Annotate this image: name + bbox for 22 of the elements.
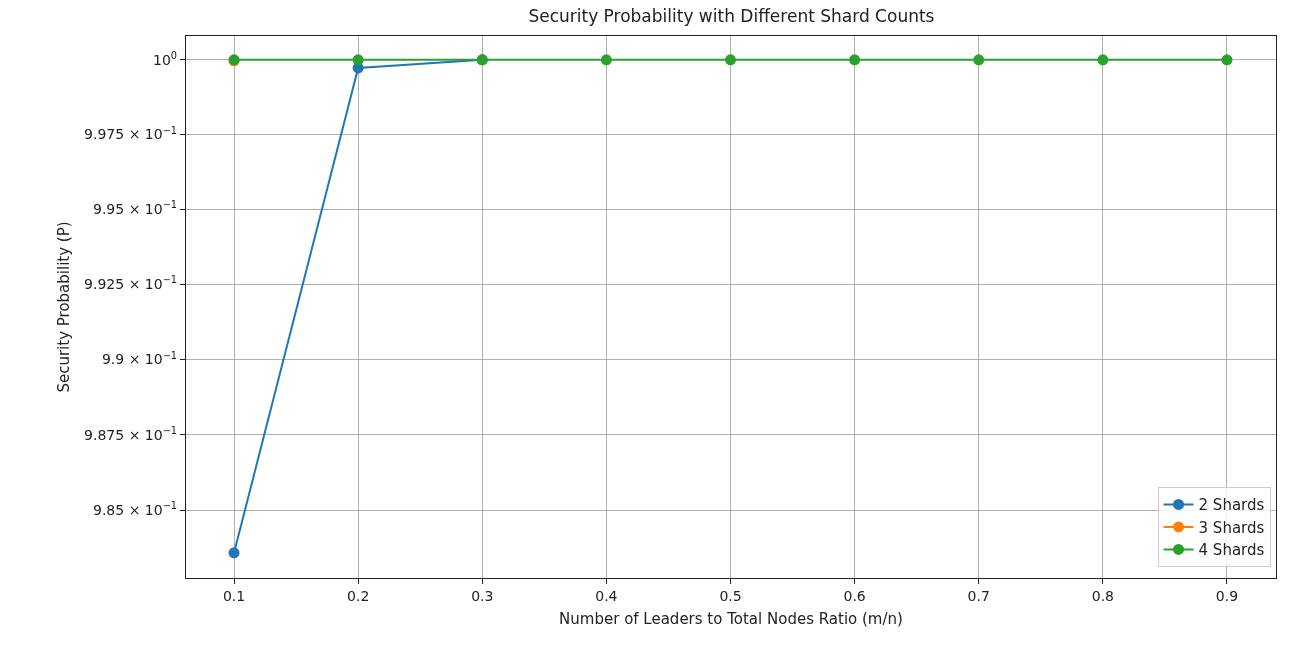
x-tick-label: 0.5 (719, 587, 742, 604)
x-tick-label: 0.9 (1215, 587, 1239, 604)
y-tick-label: 9.85 × 10$^{−1}$ (93, 500, 178, 519)
chart-title: Security Probability with Different Shard Counts (528, 6, 935, 27)
x-tick-label: 0.2 (347, 587, 370, 604)
y-axis-title: Security Probability (P) (55, 221, 74, 393)
y-tick-label: 9.975 × 10$^{−1}$ (84, 124, 178, 143)
x-tick-label: 0.7 (967, 587, 990, 604)
x-tick-label: 0.4 (595, 587, 618, 604)
x-tick-label: 0.8 (1091, 587, 1114, 604)
legend-label: 4 Shards (1198, 541, 1265, 560)
x-tick-label: 0.3 (471, 587, 494, 604)
y-tick-label: 9.95 × 10$^{−1}$ (93, 199, 178, 218)
y-tick-label: 10$^{0}$ (153, 49, 178, 68)
x-tick-label: 0.1 (222, 587, 246, 604)
y-tick-label: 9.925 × 10$^{−1}$ (84, 274, 178, 293)
x-axis-title: Number of Leaders to Total Nodes Ratio (m/n) (559, 609, 903, 628)
legend-label: 2 Shards (1198, 496, 1265, 515)
y-tick-label: 9.9 × 10$^{−1}$ (101, 349, 178, 368)
x-tick-label: 0.6 (843, 587, 866, 604)
y-tick-label: 9.875 × 10$^{−1}$ (84, 424, 178, 443)
legend-label: 3 Shards (1198, 518, 1265, 537)
